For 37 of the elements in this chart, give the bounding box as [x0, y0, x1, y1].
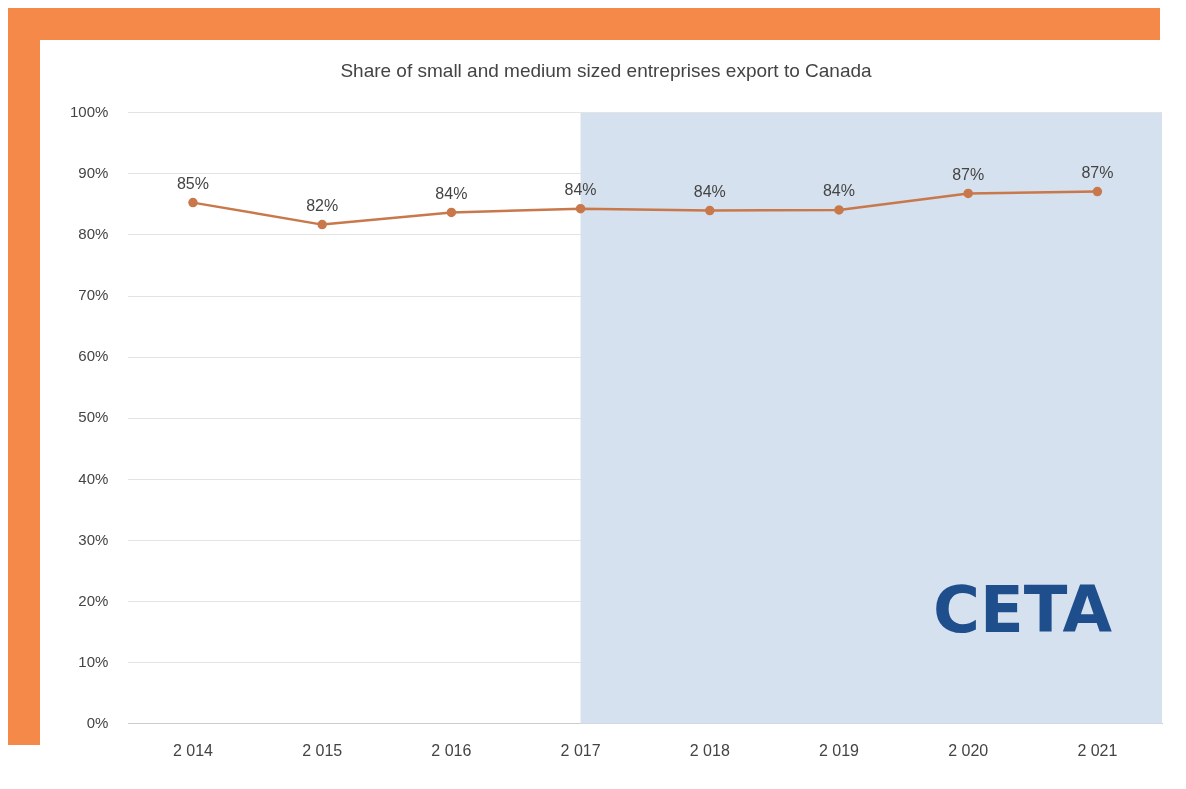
point	[705, 205, 715, 216]
y-tick-label: 30%	[78, 530, 109, 548]
point	[188, 197, 198, 208]
point	[317, 219, 327, 230]
data-label: 87%	[1081, 164, 1114, 182]
y-tick-label: 60%	[78, 347, 109, 365]
chart-title: Share of small and medium sized entreprises export to Canada	[340, 59, 873, 81]
point	[575, 203, 586, 214]
y-tick-label: 80%	[78, 225, 109, 243]
y-tick-label: 90%	[78, 164, 109, 182]
x-tick-label: 2 019	[818, 741, 860, 759]
x-tick-label: 2 017	[560, 741, 601, 759]
x-tick-label: 2 014	[172, 741, 214, 759]
point	[834, 205, 844, 215]
y-tick-label: 0%	[86, 713, 109, 731]
y-tick-label: 50%	[78, 408, 109, 426]
x-tick-label: 2 016	[431, 741, 472, 759]
point	[1092, 186, 1103, 197]
y-tick-label: 20%	[78, 591, 109, 609]
data-label: 87%	[952, 165, 985, 183]
x-tick-label: 2 021	[1077, 741, 1118, 759]
data-label: 85%	[176, 175, 209, 193]
data-label: 84%	[564, 181, 597, 199]
point	[963, 188, 973, 199]
data-label: 84%	[822, 182, 855, 200]
x-tick-label: 2 018	[689, 741, 730, 759]
data-label: 82%	[306, 197, 339, 215]
band-label: CETA	[933, 573, 1113, 648]
point	[446, 207, 457, 218]
data-label: 84%	[693, 182, 726, 200]
data-label: 84%	[435, 184, 468, 202]
y-tick-label: 70%	[78, 286, 109, 304]
y-tick-label: 40%	[78, 469, 109, 487]
x-tick-label: 2 015	[302, 741, 343, 759]
x-tick-label: 2 020	[948, 741, 989, 759]
y-tick-label: 100%	[69, 102, 109, 120]
y-tick-label: 10%	[78, 652, 109, 670]
